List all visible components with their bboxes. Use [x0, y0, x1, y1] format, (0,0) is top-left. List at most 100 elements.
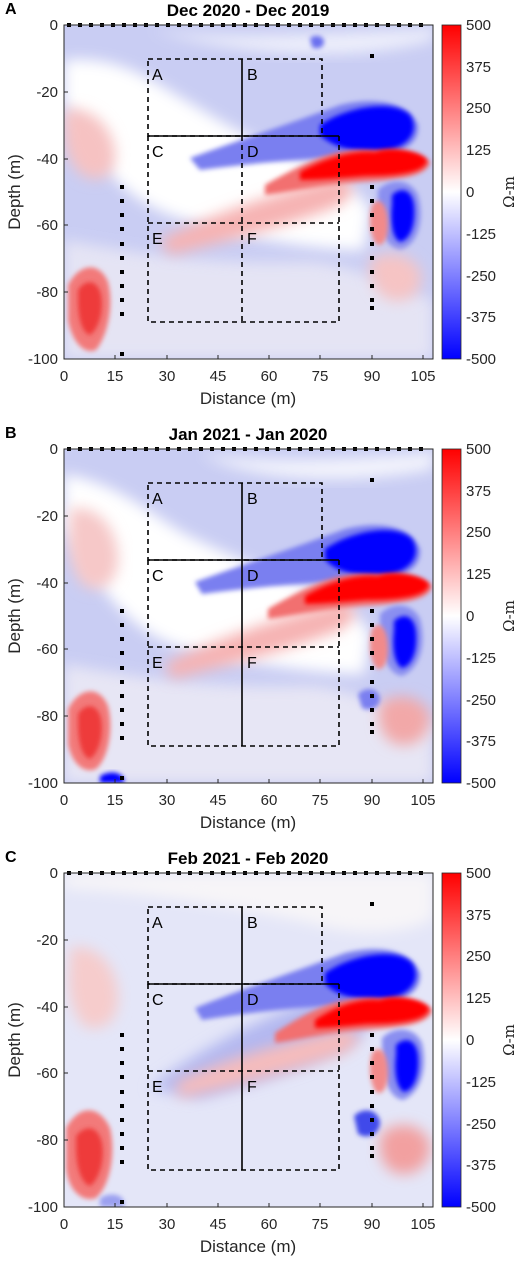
chart-title: Jan 2021 - Jan 2020 — [169, 425, 328, 444]
panel-a-x-tick-labels: 0 15 30 45 60 75 90 105 — [60, 368, 436, 385]
colorbar-tick-label: -375 — [466, 1157, 496, 1174]
x-tick-label: 90 — [364, 368, 381, 385]
heatmap-low-deep-core — [393, 616, 417, 668]
panel-c-y-tick-labels: 0 -20 -40 -60 -80 -100 — [28, 865, 58, 1216]
heatmap-pink-band — [175, 1029, 359, 1098]
zone-label-f: F — [247, 1079, 257, 1096]
heatmap-pink-lower-right — [379, 1125, 431, 1174]
x-tick-label: 15 — [107, 1216, 124, 1233]
heatmap-high-core — [300, 149, 427, 180]
colorbar-tick-label: 250 — [466, 524, 491, 541]
zone-label-c: C — [152, 144, 164, 161]
x-tick-label: 0 — [60, 792, 68, 809]
zone-label-a: A — [152, 915, 163, 932]
y-tick-label: -40 — [36, 151, 58, 168]
panel-label: C — [5, 849, 17, 866]
colorbar-tick-labels: 500 375 250 125 0 -125 -250 -375 -500 — [466, 865, 496, 1216]
x-tick-label: 30 — [159, 368, 176, 385]
zone-label-e: E — [152, 231, 163, 248]
y-axis-label: Depth (m) — [5, 154, 24, 230]
colorbar — [441, 24, 462, 360]
x-tick-label: 60 — [261, 1216, 278, 1233]
y-tick-label: -100 — [28, 775, 58, 792]
colorbar-tick-label: -125 — [466, 226, 496, 243]
chart-title: Feb 2021 - Feb 2020 — [168, 849, 329, 868]
zone-label-d: D — [247, 992, 259, 1009]
colorbar-tick-label: -375 — [466, 733, 496, 750]
colorbar-tick-labels: 500 375 250 125 0 -125 -250 -375 -500 — [466, 17, 496, 368]
heatmap-low-core — [325, 530, 416, 576]
y-tick-label: -100 — [28, 1199, 58, 1216]
y-tick-label: -20 — [36, 932, 58, 949]
x-tick-label: 105 — [410, 368, 435, 385]
y-tick-label: 0 — [50, 865, 58, 882]
heatmap-low-deep-core — [395, 1040, 419, 1092]
colorbar-tick-label: -250 — [466, 1116, 496, 1133]
colorbar-tick-label: 375 — [466, 59, 491, 76]
x-tick-label: 0 — [60, 368, 68, 385]
heatmap-neutral-top — [200, 449, 433, 479]
x-tick-label: 0 — [60, 1216, 68, 1233]
heatmap-pink-left — [68, 508, 119, 589]
colorbar-tick-label: -500 — [466, 1199, 496, 1216]
zone-label-a: A — [152, 491, 163, 508]
y-tick-label: -60 — [36, 641, 58, 658]
heatmap-low-deep-core — [391, 190, 415, 242]
panel-label: A — [5, 1, 17, 18]
x-tick-label: 75 — [312, 368, 329, 385]
zone-label-c: C — [152, 568, 164, 585]
heatmap-neutral-band — [64, 240, 433, 359]
zone-cdef-frame — [147, 136, 340, 323]
x-tick-label: 45 — [210, 792, 227, 809]
heatmap-pink-lower-right — [369, 254, 422, 301]
colorbar-tick-label: 500 — [466, 17, 491, 34]
borehole-electrodes-15m — [120, 609, 124, 780]
y-axis-label: Depth (m) — [5, 578, 24, 654]
x-tick-label: 75 — [312, 1216, 329, 1233]
colorbar-tick-label: -125 — [466, 1074, 496, 1091]
x-tick-label: 45 — [210, 1216, 227, 1233]
x-axis-label: Distance (m) — [200, 813, 296, 832]
panel-b-ticks — [63, 448, 424, 784]
x-tick-label: 15 — [107, 792, 124, 809]
heatmap-pink-lower-right — [378, 696, 431, 745]
panel-c-ticks — [63, 872, 424, 1208]
panel-b-zone-labels: A B C D E F — [152, 491, 259, 672]
heatmap-pink-left — [68, 947, 119, 1029]
colorbar-tick-label: 125 — [466, 990, 491, 1007]
heatmap-low-lower-right — [354, 1110, 380, 1137]
zone-cdef-frame — [147, 560, 340, 747]
zone-label-e: E — [152, 1079, 163, 1096]
panel-b-y-tick-labels: 0 -20 -40 -60 -80 -100 — [28, 441, 58, 792]
y-tick-label: -20 — [36, 508, 58, 525]
colorbar-tick-label: 125 — [466, 566, 491, 583]
panel-b: A B C D E F 0 15 30 45 — [5, 425, 518, 832]
heatmap-high-core — [315, 997, 429, 1028]
borehole-electrodes-15m — [120, 185, 124, 356]
heatmap-pink-left — [64, 109, 116, 179]
heatmap-high-lower-left-core — [76, 1128, 103, 1186]
colorbar-label: Ω-m — [500, 600, 518, 632]
colorbar-label: Ω-m — [500, 176, 518, 208]
heatmap-pink-deep — [369, 625, 388, 670]
x-tick-label: 15 — [107, 368, 124, 385]
colorbar-tick-label: -125 — [466, 650, 496, 667]
colorbar-tick-label: -250 — [466, 692, 496, 709]
borehole-electrodes-90m — [370, 478, 374, 734]
panel-c-zones — [147, 906, 340, 1171]
zone-label-c: C — [152, 992, 164, 1009]
heatmap-low-lower-right — [358, 689, 380, 710]
y-axis-label: Depth (m) — [5, 1002, 24, 1078]
y-tick-label: 0 — [50, 17, 58, 34]
heatmap-low-bottom-left — [100, 1194, 124, 1207]
heatmap-high-lower-left-core — [78, 706, 102, 759]
y-tick-label: -80 — [36, 708, 58, 725]
zone-label-b: B — [247, 67, 258, 84]
borehole-electrodes-15m — [120, 1033, 124, 1204]
x-tick-label: 75 — [312, 792, 329, 809]
x-tick-label: 60 — [261, 368, 278, 385]
panel-a-ticks — [63, 24, 424, 360]
panel-a-zones — [147, 58, 340, 323]
x-tick-label: 30 — [159, 792, 176, 809]
